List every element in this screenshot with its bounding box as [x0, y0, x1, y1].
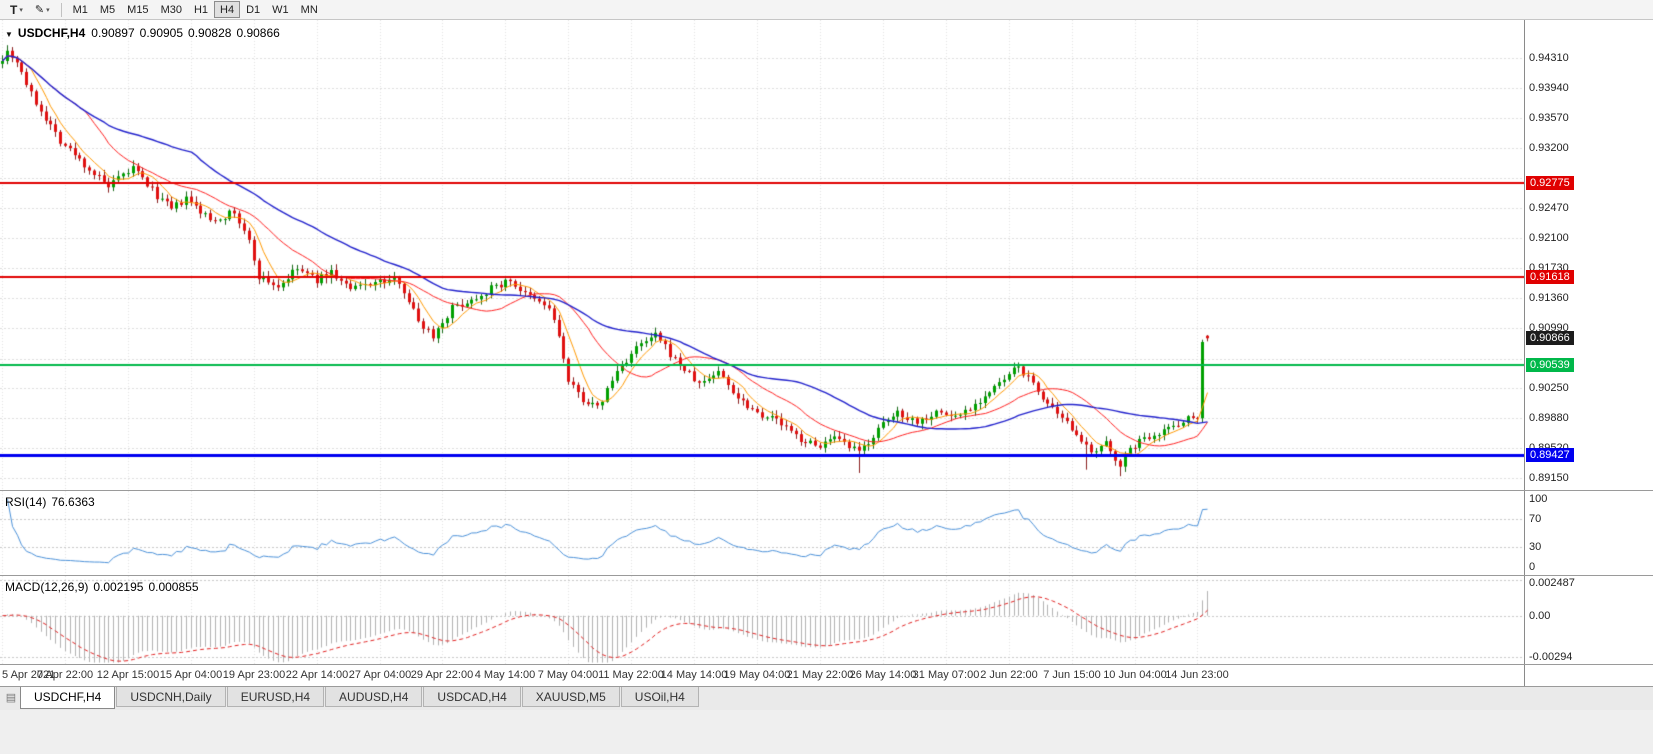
macd-main-value: 0.002195	[93, 580, 144, 594]
price-axis-tick: 0.92470	[1529, 202, 1569, 214]
timeframe-toolbar: M1 M5 M15 M30 H1 H4 D1 W1 MN	[67, 1, 324, 18]
rsi-axis-tick: 70	[1529, 513, 1542, 525]
time-axis-label: 22 Apr 14:00	[285, 669, 349, 681]
price-axis-tick: 0.89150	[1529, 472, 1569, 484]
panel-separator[interactable]	[0, 664, 1653, 665]
text-tool-icon: T	[10, 2, 18, 17]
chart-tabs: USDCHF,H4 USDCNH,Daily EURUSD,H4 AUDUSD,H4 U…	[20, 687, 700, 709]
toolbar-separator	[60, 2, 62, 17]
time-axis-label: 4 May 14:00	[474, 669, 536, 681]
price-line-label: 0.90866	[1526, 331, 1574, 345]
panel-separator[interactable]	[0, 490, 1653, 491]
time-axis-label: 21 May 22:00	[786, 669, 854, 681]
price-axis[interactable]: 0.94310 0.93940 0.93570 0.93200 0.92470 0.921…	[1524, 20, 1653, 686]
timeframe-button-d1[interactable]: D1	[246, 3, 261, 16]
tab-usdchf-h4[interactable]: USDCHF,H4	[20, 687, 116, 709]
chart-title: ▼ USDCHF,H4 0.90897 0.90905 0.90828 0.90866	[5, 26, 285, 40]
macd-axis-tick: 0.002487	[1529, 577, 1575, 589]
macd-axis-tick: -0.00294	[1529, 651, 1573, 663]
ohlc-close: 0.90866	[236, 26, 280, 40]
rsi-name: RSI(14)	[5, 495, 47, 509]
rsi-axis-tick: 100	[1529, 493, 1548, 505]
tab-usdcnh-daily[interactable]: USDCNH,Daily	[116, 687, 226, 707]
time-axis-label: 27 Apr 04:00	[348, 669, 412, 681]
macd-panel-canvas[interactable]	[0, 576, 1524, 664]
timeframe-button-mn[interactable]: MN	[300, 3, 318, 16]
macd-axis-tick: 0.00	[1529, 610, 1551, 622]
chart-tab-bar: ▤ USDCHF,H4 USDCNH,Daily EURUSD,H4 AUDUSD,H…	[0, 686, 1653, 710]
rsi-panel-canvas[interactable]	[0, 491, 1524, 575]
price-axis-tick: 0.94310	[1529, 52, 1569, 64]
time-axis-label: 12 Apr 15:00	[96, 669, 160, 681]
top-toolbar: T ▾ ✎ ▾ M1 M5 M15 M30 H1 H4 D1 W1 MN	[0, 0, 1653, 20]
macd-indicator-label: MACD(12,26,9) 0.002195 0.000855	[5, 580, 204, 594]
price-axis-tick: 0.93570	[1529, 112, 1569, 124]
pencil-icon: ✎	[34, 4, 45, 16]
text-tool-button[interactable]: T ▾	[4, 1, 29, 18]
time-axis-label: 7 Apr 22:00	[36, 669, 94, 681]
rsi-axis-tick: 0	[1529, 561, 1536, 573]
time-axis-label: 29 Apr 22:00	[410, 669, 474, 681]
time-axis-label: 31 May 07:00	[912, 669, 980, 681]
chart-symbol-title: USDCHF,H4	[17, 26, 86, 40]
price-axis-tick: 0.93200	[1529, 142, 1569, 154]
chevron-down-icon: ▾	[19, 6, 23, 14]
time-axis-label: 19 May 04:00	[723, 669, 791, 681]
time-axis-label: 26 May 14:00	[849, 669, 917, 681]
draw-tool-button[interactable]: ✎ ▾	[29, 1, 56, 18]
chevron-down-icon: ▾	[46, 6, 50, 14]
time-axis-label: 14 May 14:00	[660, 669, 728, 681]
price-axis-tick: 0.90250	[1529, 382, 1569, 394]
tab-xauusd-m5[interactable]: XAUUSD,M5	[521, 687, 620, 707]
timeframe-button-m30[interactable]: M30	[160, 3, 182, 16]
time-axis-label: 2 Jun 22:00	[980, 669, 1038, 681]
time-axis-label: 5 Apr 2021	[2, 669, 56, 681]
time-axis-label: 15 Apr 04:00	[159, 669, 223, 681]
macd-signal-value: 0.000855	[148, 580, 199, 594]
price-axis-tick: 0.91360	[1529, 292, 1569, 304]
price-line-label: 0.91618	[1526, 270, 1574, 284]
rsi-axis-tick: 30	[1529, 541, 1542, 553]
price-line-label: 0.90539	[1526, 358, 1574, 372]
price-axis-tick: 0.93940	[1529, 82, 1569, 94]
ohlc-low: 0.90828	[188, 26, 232, 40]
time-axis[interactable]: 5 Apr 2021 7 Apr 22:00 12 Apr 15:00 15 Apr …	[0, 665, 1524, 686]
timeframe-button-h1[interactable]: H1	[193, 3, 209, 16]
macd-name: MACD(12,26,9)	[5, 580, 89, 594]
ohlc-open: 0.90897	[91, 26, 135, 40]
timeframe-button-m15[interactable]: M15	[127, 3, 149, 16]
time-axis-label: 7 Jun 15:00	[1043, 669, 1101, 681]
tab-eurusd-h4[interactable]: EURUSD,H4	[226, 687, 325, 707]
price-chart-canvas[interactable]	[0, 20, 1524, 490]
price-line-label: 0.89427	[1526, 448, 1574, 462]
price-axis-tick: 0.89880	[1529, 412, 1569, 424]
chart-window: ▼ USDCHF,H4 0.90897 0.90905 0.90828 0.90866 R…	[0, 20, 1653, 686]
symbol-dropdown-icon[interactable]: ▼	[5, 30, 13, 39]
tab-usoil-h4[interactable]: USOil,H4	[620, 687, 699, 707]
tab-audusd-h4[interactable]: AUDUSD,H4	[325, 687, 423, 707]
timeframe-button-h4[interactable]: H4	[214, 1, 241, 18]
time-axis-label: 10 Jun 04:00	[1103, 669, 1167, 681]
time-axis-label: 14 Jun 23:00	[1165, 669, 1229, 681]
timeframe-button-m5[interactable]: M5	[99, 3, 116, 16]
chart-list-icon[interactable]: ▤	[5, 691, 17, 704]
rsi-indicator-label: RSI(14) 76.6363	[5, 495, 100, 509]
time-axis-label: 11 May 22:00	[598, 669, 664, 681]
panel-separator[interactable]	[0, 575, 1653, 576]
timeframe-button-w1[interactable]: W1	[272, 3, 289, 16]
price-line-label: 0.92775	[1526, 176, 1574, 190]
tab-usdcad-h4[interactable]: USDCAD,H4	[423, 687, 521, 707]
rsi-value: 76.6363	[51, 495, 95, 509]
time-axis-label: 19 Apr 23:00	[222, 669, 286, 681]
price-axis-tick: 0.92100	[1529, 232, 1569, 244]
time-axis-label: 7 May 04:00	[537, 669, 599, 681]
ohlc-high: 0.90905	[139, 26, 184, 40]
timeframe-button-m1[interactable]: M1	[72, 3, 88, 16]
